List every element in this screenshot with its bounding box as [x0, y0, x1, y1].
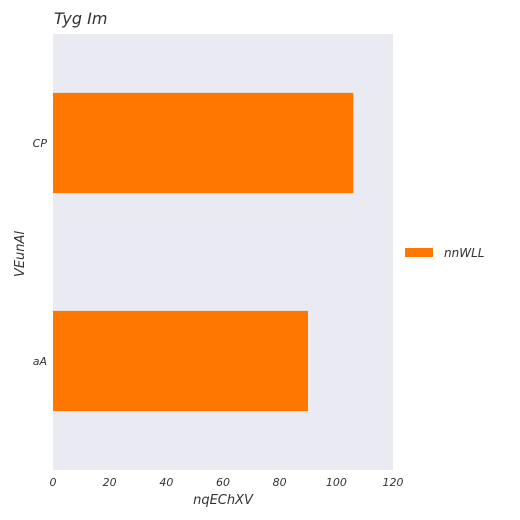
x-tick-label-80: 80 [273, 476, 287, 489]
x-tick-labels: 0 20 40 60 80 100 120 [50, 476, 404, 489]
y-tick-label-CP: CP [33, 137, 48, 150]
bar-CP [53, 92, 354, 194]
x-tick-label-40: 40 [159, 476, 173, 489]
x-tick-label-60: 60 [216, 476, 230, 489]
y-tick-labels: aA CP [33, 137, 48, 368]
x-tick-label-120: 120 [383, 476, 404, 489]
legend-label: nnWLL [444, 246, 484, 260]
legend: nnWLL [405, 246, 484, 260]
y-tick-label-aA: aA [33, 355, 47, 368]
bar-aA [53, 310, 308, 412]
x-axis-label: nqEChXV [193, 493, 254, 508]
x-tick-label-0: 0 [50, 476, 57, 489]
legend-swatch [405, 248, 433, 257]
chart-title: Tyg Im [54, 9, 107, 28]
x-tick-label-100: 100 [326, 476, 347, 489]
y-axis-label: VEunAl [13, 231, 28, 277]
x-tick-label-20: 20 [103, 476, 117, 489]
bars-group [53, 92, 354, 412]
